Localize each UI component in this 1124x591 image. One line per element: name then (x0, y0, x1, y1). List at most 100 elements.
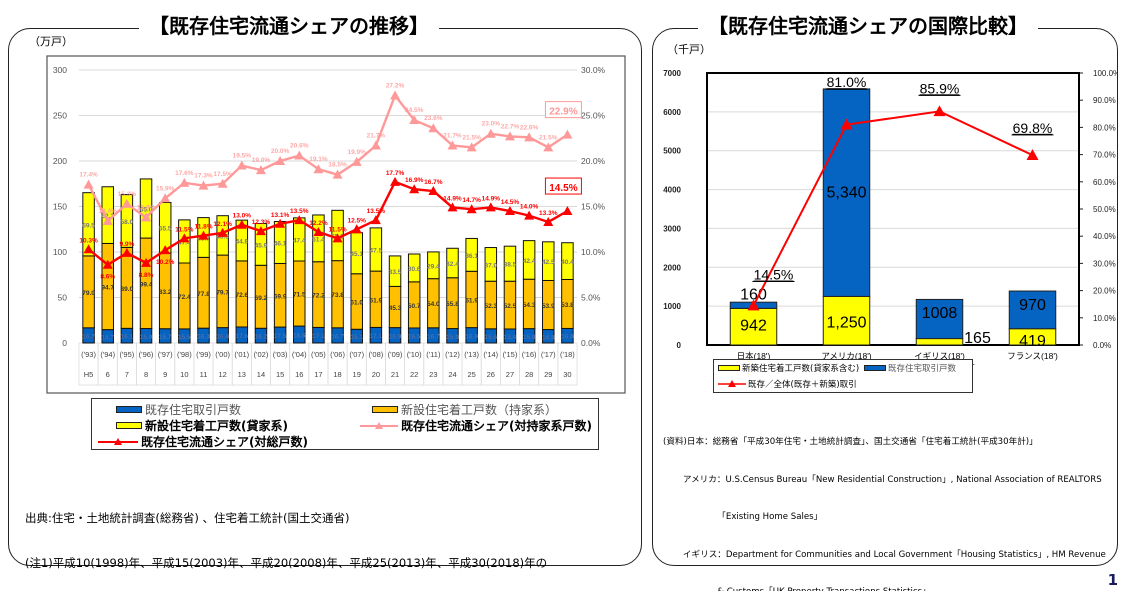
y2-tick-label: 20.0% (1093, 287, 1116, 296)
bar-value-label: 36.1 (465, 253, 478, 260)
share-owner-marker (466, 142, 477, 152)
bar-segment-new (915, 338, 964, 346)
share-total-marker (255, 226, 266, 236)
legend-label-share-owner: 既存住宅流通シェア(対持家系戸数) (401, 419, 592, 433)
bar-value-label: 42.5 (542, 259, 555, 266)
share-total-marker (198, 230, 209, 240)
line-value-label: 24.5% (405, 107, 424, 114)
bar-value-label: 16.0 (561, 334, 574, 341)
line-value-label: 13.0% (233, 213, 252, 220)
x-tick-label: ('96) (139, 350, 154, 359)
share-total-marker (466, 204, 477, 214)
share-total-marker (141, 257, 152, 267)
source-uk: イギリス：Department for Communities and Loca… (663, 549, 1106, 560)
x-tick-label-heisei: 14 (257, 370, 265, 379)
x-tick-label: ('00) (215, 350, 230, 359)
line-value-label: 17.6% (175, 170, 194, 177)
x-tick-label-heisei: 18 (333, 370, 341, 379)
x-tick-label: ('99) (196, 350, 211, 359)
line-value-label: 9.9% (119, 241, 134, 248)
share-total-marker (524, 210, 535, 220)
legend-label-owner: 新設住宅着工戸数（持家系） (401, 403, 558, 417)
x-tick-label: ('09) (388, 350, 403, 359)
bar-value-label: 47.5 (370, 247, 383, 254)
x-tick-label-heisei: 12 (218, 370, 226, 379)
bar-value-label: 79.7 (216, 289, 229, 296)
x-tick-label-heisei: 15 (276, 370, 284, 379)
x-tick-label: ('04) (292, 350, 307, 359)
right-panel: 【既存住宅流通シェアの国際比較】 （千戸） 0 1000 2000 3000 4000 5… (652, 9, 1118, 591)
bar-value-label: 40.4 (561, 259, 574, 266)
share-owner-marker (217, 178, 228, 188)
bar-value-label: 42.4 (523, 258, 536, 265)
legend-swatch-existing-intl (864, 365, 886, 371)
bar-value-label-existing: 5,340 (826, 184, 866, 201)
left-panel: 【既存住宅流通シェアの推移】 （万戸） 0 0.0% 50 5.0% 100 10.0% 1… (8, 9, 642, 570)
x-tick-label-heisei: 8 (144, 370, 148, 379)
share-owner-marker (390, 90, 401, 100)
legend-item-existing: 既存住宅取引戸数 (116, 401, 241, 418)
bar-value-label: 16.9 (465, 333, 478, 340)
note-source: 出典:住宅・土地統計調査(総務省) 、住宅着工統計(国土交通省) (25, 511, 350, 525)
legend-swatch-rental (116, 422, 142, 429)
share-marker (1026, 149, 1039, 160)
legend-item-share-owner: 既存住宅流通シェア(対持家系戸数) (360, 417, 592, 434)
source-uk-cont: & Customs「UK Property Transactions Stati… (663, 586, 1106, 591)
y-tick-label: 150 (53, 202, 67, 212)
share-owner-marker (83, 179, 94, 189)
x-tick-label: ('02) (254, 350, 269, 359)
x-tick-label-heisei: 20 (372, 370, 380, 379)
line-value-label: 13.5% (290, 208, 309, 215)
line-value-label: 11.8% (194, 224, 212, 231)
right-sources: (資料)日本：総務省「平成30年住宅・土地統計調査」、国土交通省「住宅着工統計(… (663, 411, 1106, 591)
share-marker (747, 299, 760, 311)
x-axis-unit-label: （年） (1083, 364, 1116, 365)
line-value-label: 10.3% (79, 237, 98, 244)
legend-label-share-intl: 既存／全体(既存＋新築)取引 (748, 380, 857, 390)
bar-segment (312, 214, 325, 263)
highlight-box (544, 101, 582, 119)
x-tick-label-heisei: 9 (163, 370, 167, 379)
bar-value-label: 61.9 (465, 297, 478, 304)
right-panel-title: 【既存住宅流通シェアの国際比較】 (698, 9, 1038, 43)
line-value-label: 22.6% (520, 124, 539, 131)
bar-value-label-existing: 1008 (922, 305, 958, 322)
y2-tick-label: 25.0% (581, 111, 606, 121)
line-value-label: 12.2% (309, 220, 328, 227)
bar-segment (561, 242, 574, 280)
note-1: (注1)平成10(1998)年、平成15(2003)年、平成20(2008)年、… (25, 556, 548, 570)
page-number: 1 (1107, 571, 1118, 589)
share-total-marker (275, 218, 286, 228)
share-owner-marker (102, 216, 113, 226)
bar-value-label: 15.7 (159, 334, 172, 341)
y2-tick-label: 80.0% (1093, 123, 1116, 132)
y2-tick-label: 60.0% (1093, 178, 1116, 187)
bar-value-label: 17.1 (312, 333, 325, 340)
bar-value-label: 52.5 (504, 303, 517, 310)
bar-segment (82, 192, 95, 257)
line-value-label: 12.3% (252, 219, 271, 226)
share-owner-marker (447, 140, 458, 150)
x-tick-label-heisei: 29 (544, 370, 552, 379)
line-value-label: 27.2% (386, 82, 405, 89)
y2-tick-label: 40.0% (1093, 232, 1116, 241)
line-value-label: 23.0% (482, 121, 501, 128)
y-tick-label: 100 (53, 247, 67, 257)
legend-item-owner: 新設住宅着工戸数（持家系） (372, 401, 557, 418)
legend-line-share-owner-icon (360, 421, 398, 429)
share-owner-marker (351, 156, 362, 166)
share-total-marker (294, 215, 305, 225)
bar-segment-new (822, 295, 871, 346)
x-tick-label-heisei: 30 (563, 370, 571, 379)
bar-segment-existing (1008, 290, 1057, 330)
x-tick-label-heisei: 19 (353, 370, 361, 379)
bar-segment (369, 227, 383, 272)
share-owner-marker (275, 156, 286, 165)
x-tick-label-heisei: 6 (106, 370, 110, 379)
plot-frame (706, 72, 1080, 346)
right-y-unit: （千戸） (667, 43, 711, 56)
bar-value-label: 46.1 (274, 240, 287, 247)
bar-segment (542, 241, 555, 281)
bar-value-label: 72.6 (235, 292, 248, 299)
bar-value-label: 15.6 (484, 334, 497, 341)
